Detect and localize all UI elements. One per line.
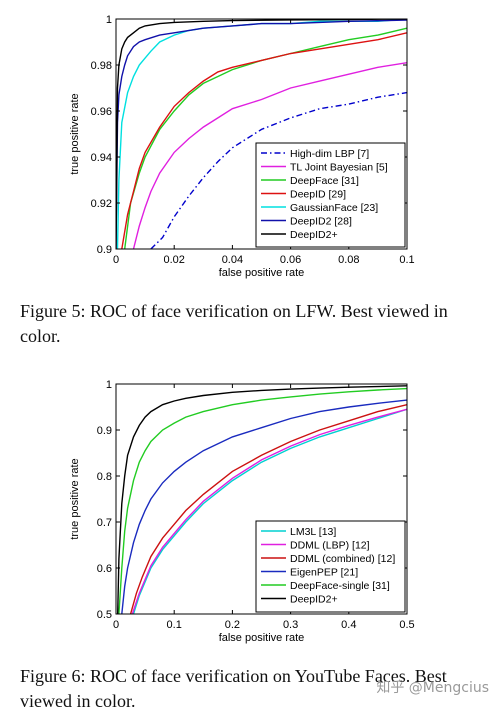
- y-tick-label: 1: [106, 379, 112, 391]
- series-line-2: [124, 27, 407, 249]
- figure-5-caption: Figure 5: ROC of face verification on LF…: [20, 301, 448, 346]
- y-tick-label: 0.6: [97, 563, 112, 575]
- x-tick-label: 0.5: [399, 619, 414, 631]
- legend-label-3: DeepID [29]: [290, 189, 346, 201]
- x-tick-label: 0.1: [167, 619, 182, 631]
- y-axis-label: true positive rate: [69, 93, 81, 174]
- legend-label-2: DDML (combined) [12]: [290, 553, 395, 565]
- plot-frame: [115, 383, 408, 615]
- series-line-3: [121, 399, 407, 614]
- series-line-3: [121, 32, 407, 249]
- legend-label-6: DeepID2+: [290, 229, 338, 241]
- legend-label-5: DeepID2 [28]: [290, 216, 352, 228]
- x-tick-label: 0: [113, 254, 119, 266]
- x-tick-label: 0.02: [163, 254, 184, 266]
- y-tick-label: 0.98: [91, 60, 112, 72]
- legend-label-5: DeepID2+: [290, 594, 338, 606]
- legend-box: [255, 142, 406, 248]
- legend-label-1: DDML (LBP) [12]: [290, 540, 370, 552]
- legend-label-2: DeepFace [31]: [290, 175, 359, 187]
- x-tick-label: 0: [113, 619, 119, 631]
- legend-label-4: DeepFace-single [31]: [290, 580, 390, 592]
- y-tick-label: 0.9: [97, 244, 112, 256]
- y-tick-label: 0.92: [91, 198, 112, 210]
- y-tick-label: 0.5: [97, 609, 112, 621]
- x-tick-label: 0.06: [280, 254, 301, 266]
- x-tick-label: 0.04: [222, 254, 243, 266]
- y-tick-label: 0.94: [91, 152, 112, 164]
- legend-label-0: LM3L [13]: [290, 526, 336, 538]
- legend-label-4: GaussianFace [23]: [290, 202, 378, 214]
- series-line-2: [129, 404, 407, 614]
- legend-box: [255, 520, 406, 613]
- series-line-0: [150, 91, 407, 249]
- series-line-6: [116, 19, 407, 249]
- legend-label-0: High-dim LBP [7]: [290, 148, 369, 160]
- series-line-4: [118, 387, 407, 614]
- legend-label-3: EigenPEP [21]: [290, 567, 358, 579]
- x-axis-label: false positive rate: [219, 267, 305, 279]
- figure-6-caption: Figure 6: ROC of face verification on Yo…: [20, 666, 447, 711]
- series-line-4: [116, 19, 407, 249]
- series-line-1: [131, 408, 407, 614]
- youtube-faces-roc-chart: 0 0.1 0.2 0.3 0.4 0.5 0.5 0.6 0.7 0.8 0.9 1 false po…: [69, 379, 415, 644]
- x-axis-label: false positive rate: [219, 632, 305, 644]
- series-line-1: [132, 62, 407, 249]
- y-tick-label: 0.96: [91, 106, 112, 118]
- series-line-5: [117, 385, 407, 614]
- y-axis-label: true positive rate: [69, 458, 81, 539]
- lfw-roc-chart: 0 0.02 0.04 0.06 0.08 0.1 0.9 0.92 0.94 0.96 0.98 1…: [69, 14, 415, 279]
- y-tick-label: 0.8: [97, 471, 112, 483]
- x-tick-label: 0.2: [225, 619, 240, 631]
- y-tick-label: 0.7: [97, 517, 112, 529]
- x-tick-label: 0.1: [399, 254, 414, 266]
- x-tick-label: 0.4: [341, 619, 356, 631]
- x-tick-label: 0.08: [338, 254, 359, 266]
- plot-frame: [115, 18, 408, 250]
- y-tick-label: 1: [106, 14, 112, 26]
- legend-label-1: TL Joint Bayesian [5]: [290, 162, 388, 174]
- y-tick-label: 0.9: [97, 425, 112, 437]
- watermark: 知乎 @Mengcius: [376, 680, 489, 696]
- series-line-0: [132, 408, 407, 614]
- x-tick-label: 0.3: [283, 619, 298, 631]
- series-line-5: [116, 19, 407, 249]
